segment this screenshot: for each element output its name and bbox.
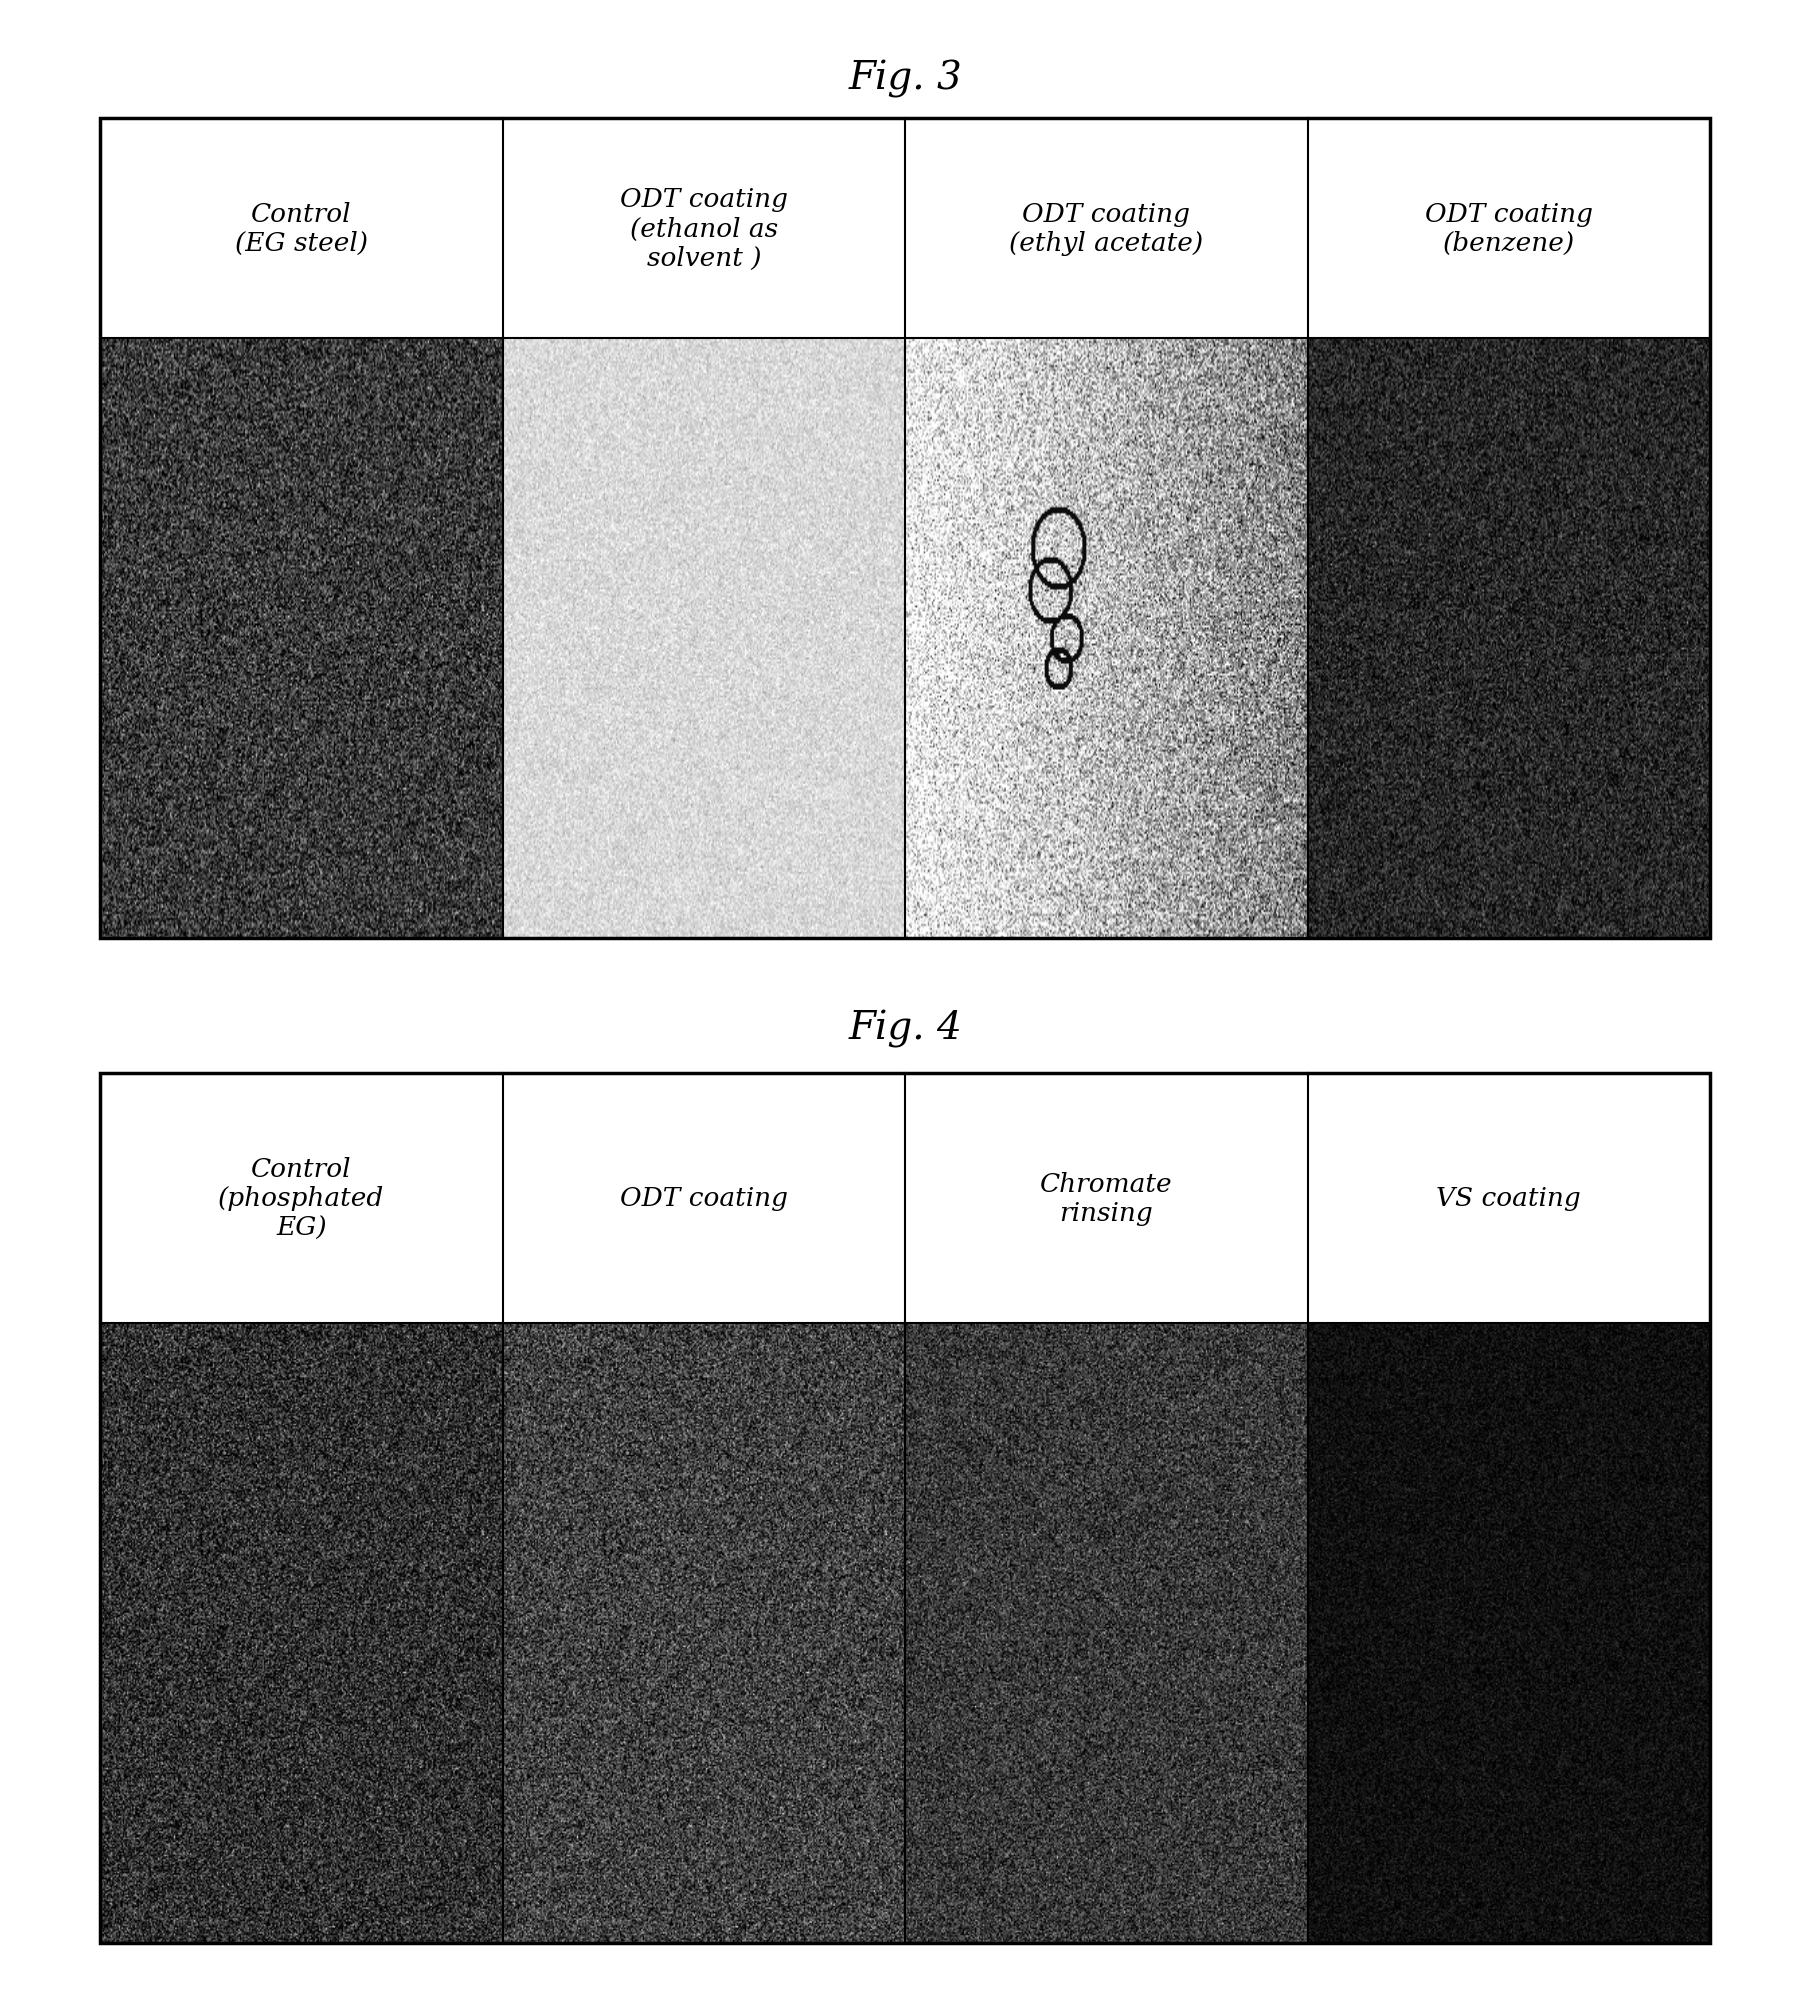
Text: ODT coating
(benzene): ODT coating (benzene) xyxy=(1424,202,1593,256)
Text: ODT coating
(ethanol as
solvent ): ODT coating (ethanol as solvent ) xyxy=(619,188,787,270)
Text: VS coating: VS coating xyxy=(1437,1187,1582,1211)
Text: Fig. 4: Fig. 4 xyxy=(849,1009,961,1047)
Text: ODT coating
(ethyl acetate): ODT coating (ethyl acetate) xyxy=(1010,202,1204,256)
Text: Chromate
rinsing: Chromate rinsing xyxy=(1041,1171,1173,1225)
Text: Control
(EG steel): Control (EG steel) xyxy=(235,202,367,256)
Text: Control
(phosphated
EG): Control (phosphated EG) xyxy=(219,1157,384,1241)
Text: ODT coating: ODT coating xyxy=(619,1187,787,1211)
Text: Fig. 3: Fig. 3 xyxy=(849,60,961,98)
